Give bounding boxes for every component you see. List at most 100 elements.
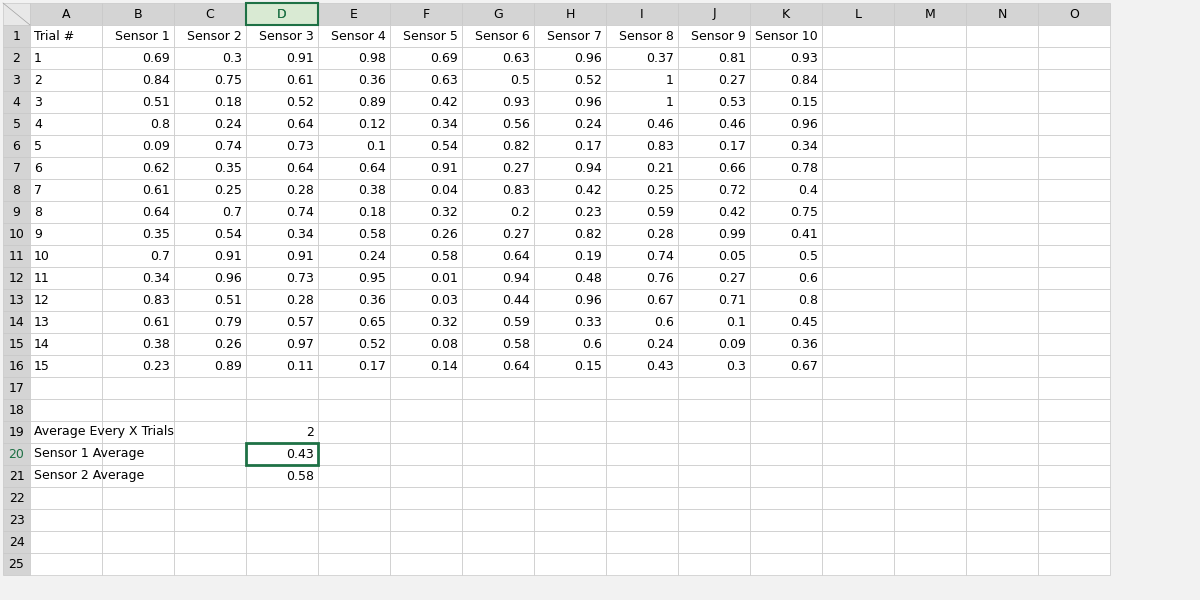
Bar — [966, 531, 1038, 553]
Bar — [534, 531, 606, 553]
Text: 0.64: 0.64 — [143, 205, 170, 218]
Text: 0.35: 0.35 — [214, 161, 242, 175]
Bar — [1038, 3, 1110, 25]
Bar — [462, 377, 534, 399]
Text: 0.15: 0.15 — [574, 359, 602, 373]
Text: 1: 1 — [666, 95, 674, 109]
Text: 0.53: 0.53 — [718, 95, 746, 109]
Text: 0.23: 0.23 — [143, 359, 170, 373]
Bar — [894, 157, 966, 179]
Bar — [966, 157, 1038, 179]
Bar — [30, 487, 102, 509]
Bar — [390, 465, 462, 487]
Bar — [822, 25, 894, 47]
Bar — [318, 201, 390, 223]
Text: 0.1: 0.1 — [726, 316, 746, 329]
Bar — [1038, 399, 1110, 421]
Bar — [102, 311, 174, 333]
Bar — [246, 531, 318, 553]
Bar — [174, 3, 246, 25]
Bar — [30, 245, 102, 267]
Bar — [246, 553, 318, 575]
Bar — [246, 69, 318, 91]
Bar — [822, 443, 894, 465]
Bar — [606, 267, 678, 289]
Bar — [534, 355, 606, 377]
Text: E: E — [350, 7, 358, 20]
Bar — [462, 355, 534, 377]
Text: 0.7: 0.7 — [222, 205, 242, 218]
Bar — [390, 179, 462, 201]
Bar — [390, 3, 462, 25]
Bar — [750, 487, 822, 509]
Bar — [894, 179, 966, 201]
Bar — [606, 421, 678, 443]
Text: 0.54: 0.54 — [214, 227, 242, 241]
Text: 0.42: 0.42 — [719, 205, 746, 218]
Text: 0.19: 0.19 — [575, 250, 602, 263]
Text: Sensor 1 Average: Sensor 1 Average — [34, 448, 144, 461]
Bar — [318, 69, 390, 91]
Bar — [102, 399, 174, 421]
Bar — [678, 267, 750, 289]
Text: 0.18: 0.18 — [214, 95, 242, 109]
Text: 23: 23 — [8, 514, 24, 527]
Text: O: O — [1069, 7, 1079, 20]
Bar — [966, 509, 1038, 531]
Bar — [246, 223, 318, 245]
Bar — [750, 113, 822, 135]
Bar — [390, 377, 462, 399]
Bar — [174, 443, 246, 465]
Bar — [2, 355, 30, 377]
Bar — [750, 531, 822, 553]
Bar — [318, 91, 390, 113]
Bar — [2, 245, 30, 267]
Bar — [678, 509, 750, 531]
Bar — [750, 355, 822, 377]
Text: Sensor 6: Sensor 6 — [475, 29, 530, 43]
Text: Sensor 5: Sensor 5 — [403, 29, 458, 43]
Bar — [534, 223, 606, 245]
Bar — [750, 267, 822, 289]
Bar — [894, 399, 966, 421]
Text: 0.28: 0.28 — [286, 184, 314, 196]
Bar — [966, 113, 1038, 135]
Text: C: C — [205, 7, 215, 20]
Bar — [30, 465, 102, 487]
Text: 0.58: 0.58 — [358, 227, 386, 241]
Bar — [2, 47, 30, 69]
Bar — [2, 69, 30, 91]
Bar — [246, 91, 318, 113]
Bar — [2, 487, 30, 509]
Text: 0.76: 0.76 — [646, 271, 674, 284]
Bar — [678, 179, 750, 201]
Bar — [318, 267, 390, 289]
Bar — [1038, 47, 1110, 69]
Bar — [1038, 465, 1110, 487]
Text: 0.91: 0.91 — [287, 52, 314, 64]
Text: 0.69: 0.69 — [431, 52, 458, 64]
Bar — [174, 399, 246, 421]
Bar — [102, 465, 174, 487]
Bar — [318, 113, 390, 135]
Bar — [894, 487, 966, 509]
Text: 0.3: 0.3 — [222, 52, 242, 64]
Bar — [30, 421, 102, 443]
Bar — [30, 333, 102, 355]
Bar — [318, 487, 390, 509]
Bar — [30, 223, 102, 245]
Text: 1: 1 — [666, 73, 674, 86]
Text: 0.09: 0.09 — [718, 337, 746, 350]
Bar — [174, 289, 246, 311]
Bar — [750, 553, 822, 575]
Text: 0.05: 0.05 — [718, 250, 746, 263]
Bar — [966, 245, 1038, 267]
Bar — [30, 113, 102, 135]
Bar — [2, 553, 30, 575]
Text: 0.11: 0.11 — [287, 359, 314, 373]
Text: H: H — [565, 7, 575, 20]
Text: 0.12: 0.12 — [359, 118, 386, 130]
Text: Sensor 4: Sensor 4 — [331, 29, 386, 43]
Text: D: D — [277, 7, 287, 20]
Text: 0.91: 0.91 — [431, 161, 458, 175]
